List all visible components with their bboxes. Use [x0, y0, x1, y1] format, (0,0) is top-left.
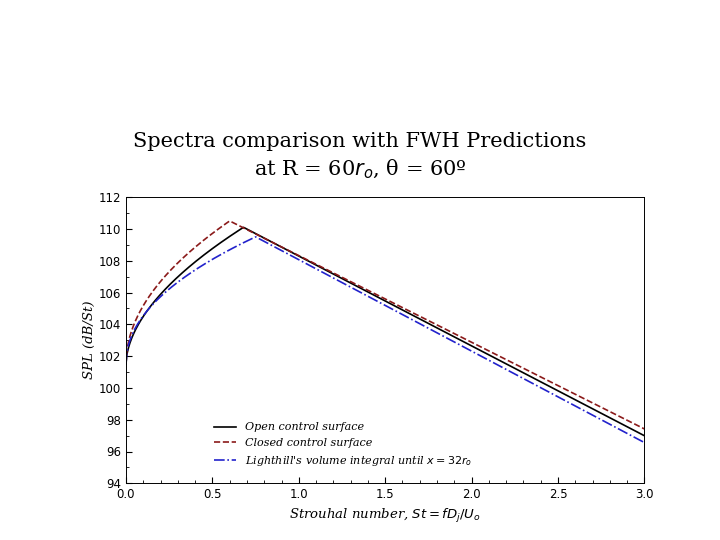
- Open control surface: [239, 224, 248, 231]
- Closed control surface: [423, 317, 432, 323]
- Lighthill's volume integral until $x = 32r_o$: [423, 325, 432, 331]
- Lighthill's volume integral until $x = 32r_o$: [516, 373, 524, 380]
- Line: Lighthill's volume integral until $x = 32r_o$: Lighthill's volume integral until $x = 3…: [126, 237, 644, 443]
- Closed control surface: [153, 281, 162, 288]
- Lighthill's volume integral until $x = 32r_o$: [153, 296, 162, 302]
- Lighthill's volume integral until $x = 32r_o$: [569, 402, 577, 408]
- Lighthill's volume integral until $x = 32r_o$: [640, 440, 649, 446]
- Open control surface: [423, 320, 432, 326]
- Text: at R = 60$r_o$, θ = 60º: at R = 60$r_o$, θ = 60º: [253, 158, 467, 181]
- Open control surface: [122, 361, 130, 367]
- Open control surface: [453, 335, 462, 341]
- Open control surface: [153, 294, 162, 301]
- Line: Closed control surface: Closed control surface: [126, 221, 644, 429]
- Y-axis label: SPL (dB/St): SPL (dB/St): [83, 301, 96, 380]
- Closed control surface: [122, 361, 130, 367]
- Open control surface: [640, 433, 649, 439]
- Lighthill's volume integral until $x = 32r_o$: [453, 340, 462, 347]
- Closed control surface: [437, 324, 446, 330]
- Line: Open control surface: Open control surface: [126, 227, 644, 436]
- Closed control surface: [516, 363, 524, 370]
- Closed control surface: [225, 218, 234, 224]
- Lighthill's volume integral until $x = 32r_o$: [437, 332, 446, 339]
- Text: Spectra comparison with FWH Predictions: Spectra comparison with FWH Predictions: [133, 132, 587, 151]
- Open control surface: [516, 368, 524, 374]
- Closed control surface: [453, 332, 462, 338]
- Lighthill's volume integral until $x = 32r_o$: [251, 234, 260, 240]
- Legend: Open control surface, Closed control surface, Lighthill's volume integral until : Open control surface, Closed control sur…: [210, 418, 477, 472]
- Open control surface: [437, 327, 446, 333]
- Closed control surface: [640, 426, 649, 432]
- Open control surface: [569, 395, 577, 402]
- Closed control surface: [569, 390, 577, 396]
- X-axis label: Strouhal number, $St = fD_j / U_o$: Strouhal number, $St = fD_j / U_o$: [289, 507, 481, 525]
- Lighthill's volume integral until $x = 32r_o$: [122, 361, 130, 367]
